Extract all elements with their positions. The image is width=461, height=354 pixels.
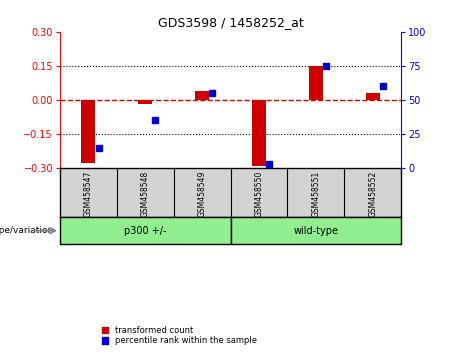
Text: GSM458550: GSM458550: [254, 171, 263, 217]
Bar: [366, 93, 380, 100]
Text: GSM458552: GSM458552: [368, 171, 377, 217]
Bar: [60, 217, 230, 244]
Text: GSM458549: GSM458549: [198, 171, 207, 217]
Bar: [252, 100, 266, 166]
Bar: [195, 91, 209, 100]
Text: genotype/variation: genotype/variation: [0, 226, 54, 235]
Text: wild-type: wild-type: [293, 225, 338, 236]
Bar: [81, 100, 95, 164]
Title: GDS3598 / 1458252_at: GDS3598 / 1458252_at: [158, 16, 303, 29]
Bar: [309, 66, 323, 100]
Text: GSM458551: GSM458551: [311, 171, 320, 217]
Text: p300 +/-: p300 +/-: [124, 225, 166, 236]
Text: GSM458548: GSM458548: [141, 171, 150, 217]
Legend: transformed count, percentile rank within the sample: transformed count, percentile rank withi…: [101, 325, 258, 346]
Bar: [230, 217, 401, 244]
Text: GSM458547: GSM458547: [84, 171, 93, 217]
Bar: [138, 100, 152, 104]
